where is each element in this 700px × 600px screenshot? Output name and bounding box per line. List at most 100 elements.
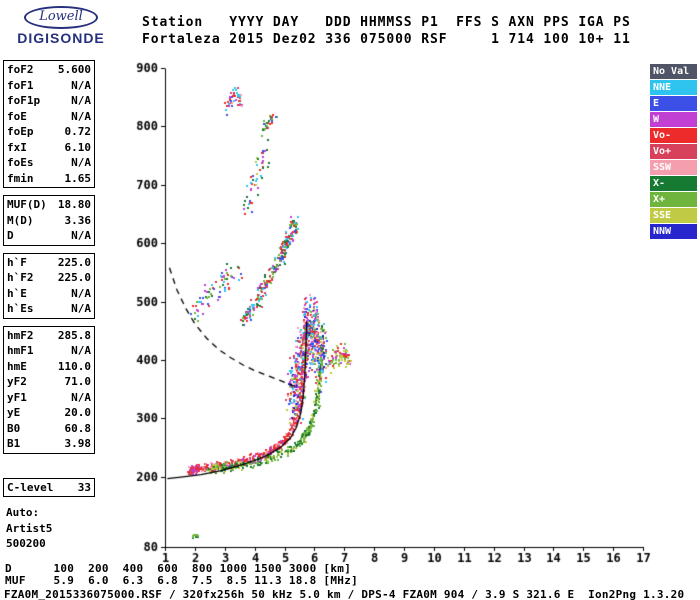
file-info-line: FZA0M_2015336075000.RSF / 320fx256h 50 k… [4,588,685,600]
ionogram-plot [108,56,668,570]
param-value: N/A [71,344,91,357]
legend-item: W [650,112,697,127]
param-label: Auto: [6,506,40,519]
param-label: MUF(D) [7,198,47,211]
param-label: B0 [7,421,21,435]
param-label: h`F2 [7,271,34,284]
param-panel: foF2 5.600 foF1 N/A foF1p N/A foE N/A foEp 0.72 fx… [3,60,95,560]
param-value: 225.0 [57,271,91,284]
param-value: N/A [71,229,91,242]
param-label: h`E [7,286,27,300]
param-label: fxI [7,140,27,154]
param-value: N/A [71,286,91,300]
legend-item: E [650,96,697,111]
legend-item: SSW [650,160,697,175]
param-row: foEs N/A [7,155,91,171]
legend-item: X+ [650,192,697,207]
param-group: MUF(D) 18.80 M(D) 3.36 D N/A [3,195,95,246]
param-value: 5.600 [57,63,91,76]
param-label: yE [7,406,21,419]
param-label: foEs [7,156,34,169]
param-row: foEp 0.72 [7,124,91,140]
param-row: M(D) 3.36 [7,213,91,229]
param-row: D N/A [7,228,91,244]
param-row: foF1 N/A [7,78,91,94]
param-label: foF1p [7,94,41,107]
param-value: 285.8 [57,328,91,342]
logo-oval: Lowell [24,6,98,29]
legend-item: X- [650,176,697,191]
param-value: 60.8 [64,421,92,435]
param-row: h`F2 225.0 [7,270,91,286]
logo-digisonde-text: DIGISONDE [17,30,105,46]
param-label: B1 [7,437,21,450]
param-row: 500200 [6,536,92,552]
param-row: Artist5 [6,521,92,537]
param-value: N/A [71,94,91,107]
param-label: hmF2 [7,328,34,342]
param-value: N/A [71,156,91,169]
param-label: h`Es [7,302,34,315]
param-label: M(D) [7,213,34,227]
param-row: fxI 6.10 [7,140,91,156]
legend-item: NNE [650,80,697,95]
param-label: D [7,229,14,242]
param-group: hmF2 285.8 hmF1 N/A hmE 110.0 yF2 71.0 yF1 N/A yE 2… [3,325,95,454]
legend-item: SSE [650,208,697,223]
distance-row: D 100 200 400 600 800 1000 1500 3000 [km… [5,562,352,575]
param-label: yF1 [7,390,27,404]
param-group: Auto: Artist5 500200 [3,504,95,553]
param-label: hmF1 [7,344,34,357]
station-header-labels: Station YYYY DAY DDD HHMMSS P1 FFS S AXN… [142,15,631,30]
param-row: yF2 71.0 [7,374,91,390]
param-label: foEp [7,125,34,138]
station-header-values: Fortaleza 2015 Dez02 336 075000 RSF 1 71… [142,32,631,47]
param-label: foE [7,109,27,123]
param-value: 110.0 [57,359,91,373]
param-value: 20.0 [64,406,92,419]
param-row: hmF2 285.8 [7,328,91,344]
param-row: B1 3.98 [7,436,91,452]
param-label: yF2 [7,375,27,388]
param-group: foF2 5.600 foF1 N/A foF1p N/A foE N/A foEp 0.72 fx… [3,60,95,188]
param-value: N/A [71,390,91,404]
param-value: 1.65 [64,171,92,185]
param-row: yF1 N/A [7,390,91,406]
param-value: 18.80 [57,198,91,211]
direction-legend: No Val NNE E W Vo- Vo+ SSW X- X+ SSE NNW [650,64,697,240]
muf-row: MUF 5.9 6.0 6.3 6.8 7.5 8.5 11.3 18.8 [M… [5,574,359,587]
param-row: Auto: [6,505,92,521]
param-label: C-level [7,480,54,494]
param-row: MUF(D) 18.80 [7,197,91,213]
legend-item: NNW [650,224,697,239]
param-row: h`E N/A [7,286,91,302]
param-row: hmE 110.0 [7,359,91,375]
param-row: h`F 225.0 [7,255,91,271]
param-row: foF2 5.600 [7,62,91,78]
legend-item: No Val [650,64,697,79]
param-label: foF2 [7,63,34,76]
param-value: 0.72 [64,125,92,138]
param-label: h`F [7,255,27,269]
logo-lowell-text: Lowell [39,9,83,24]
legend-item: Vo+ [650,144,697,159]
param-value: 71.0 [64,375,92,388]
param-value: 3.36 [64,213,92,227]
param-value: N/A [71,78,91,92]
param-value: N/A [71,109,91,123]
param-row: foE N/A [7,109,91,125]
param-value: 6.10 [64,140,92,154]
param-group: h`F 225.0 h`F2 225.0 h`E N/A h`Es N/A [3,252,95,319]
param-row: hmF1 N/A [7,343,91,359]
param-value: 3.98 [64,437,92,450]
param-label: Artist5 [6,521,53,535]
legend-item: Vo- [650,128,697,143]
param-group: C-level 33 [3,477,95,497]
param-row: foF1p N/A [7,93,91,109]
param-value: 33 [77,480,91,494]
param-value: N/A [71,302,91,315]
param-label: 500200 [6,537,46,550]
param-row: B0 60.8 [7,421,91,437]
param-label: foF1 [7,78,34,92]
